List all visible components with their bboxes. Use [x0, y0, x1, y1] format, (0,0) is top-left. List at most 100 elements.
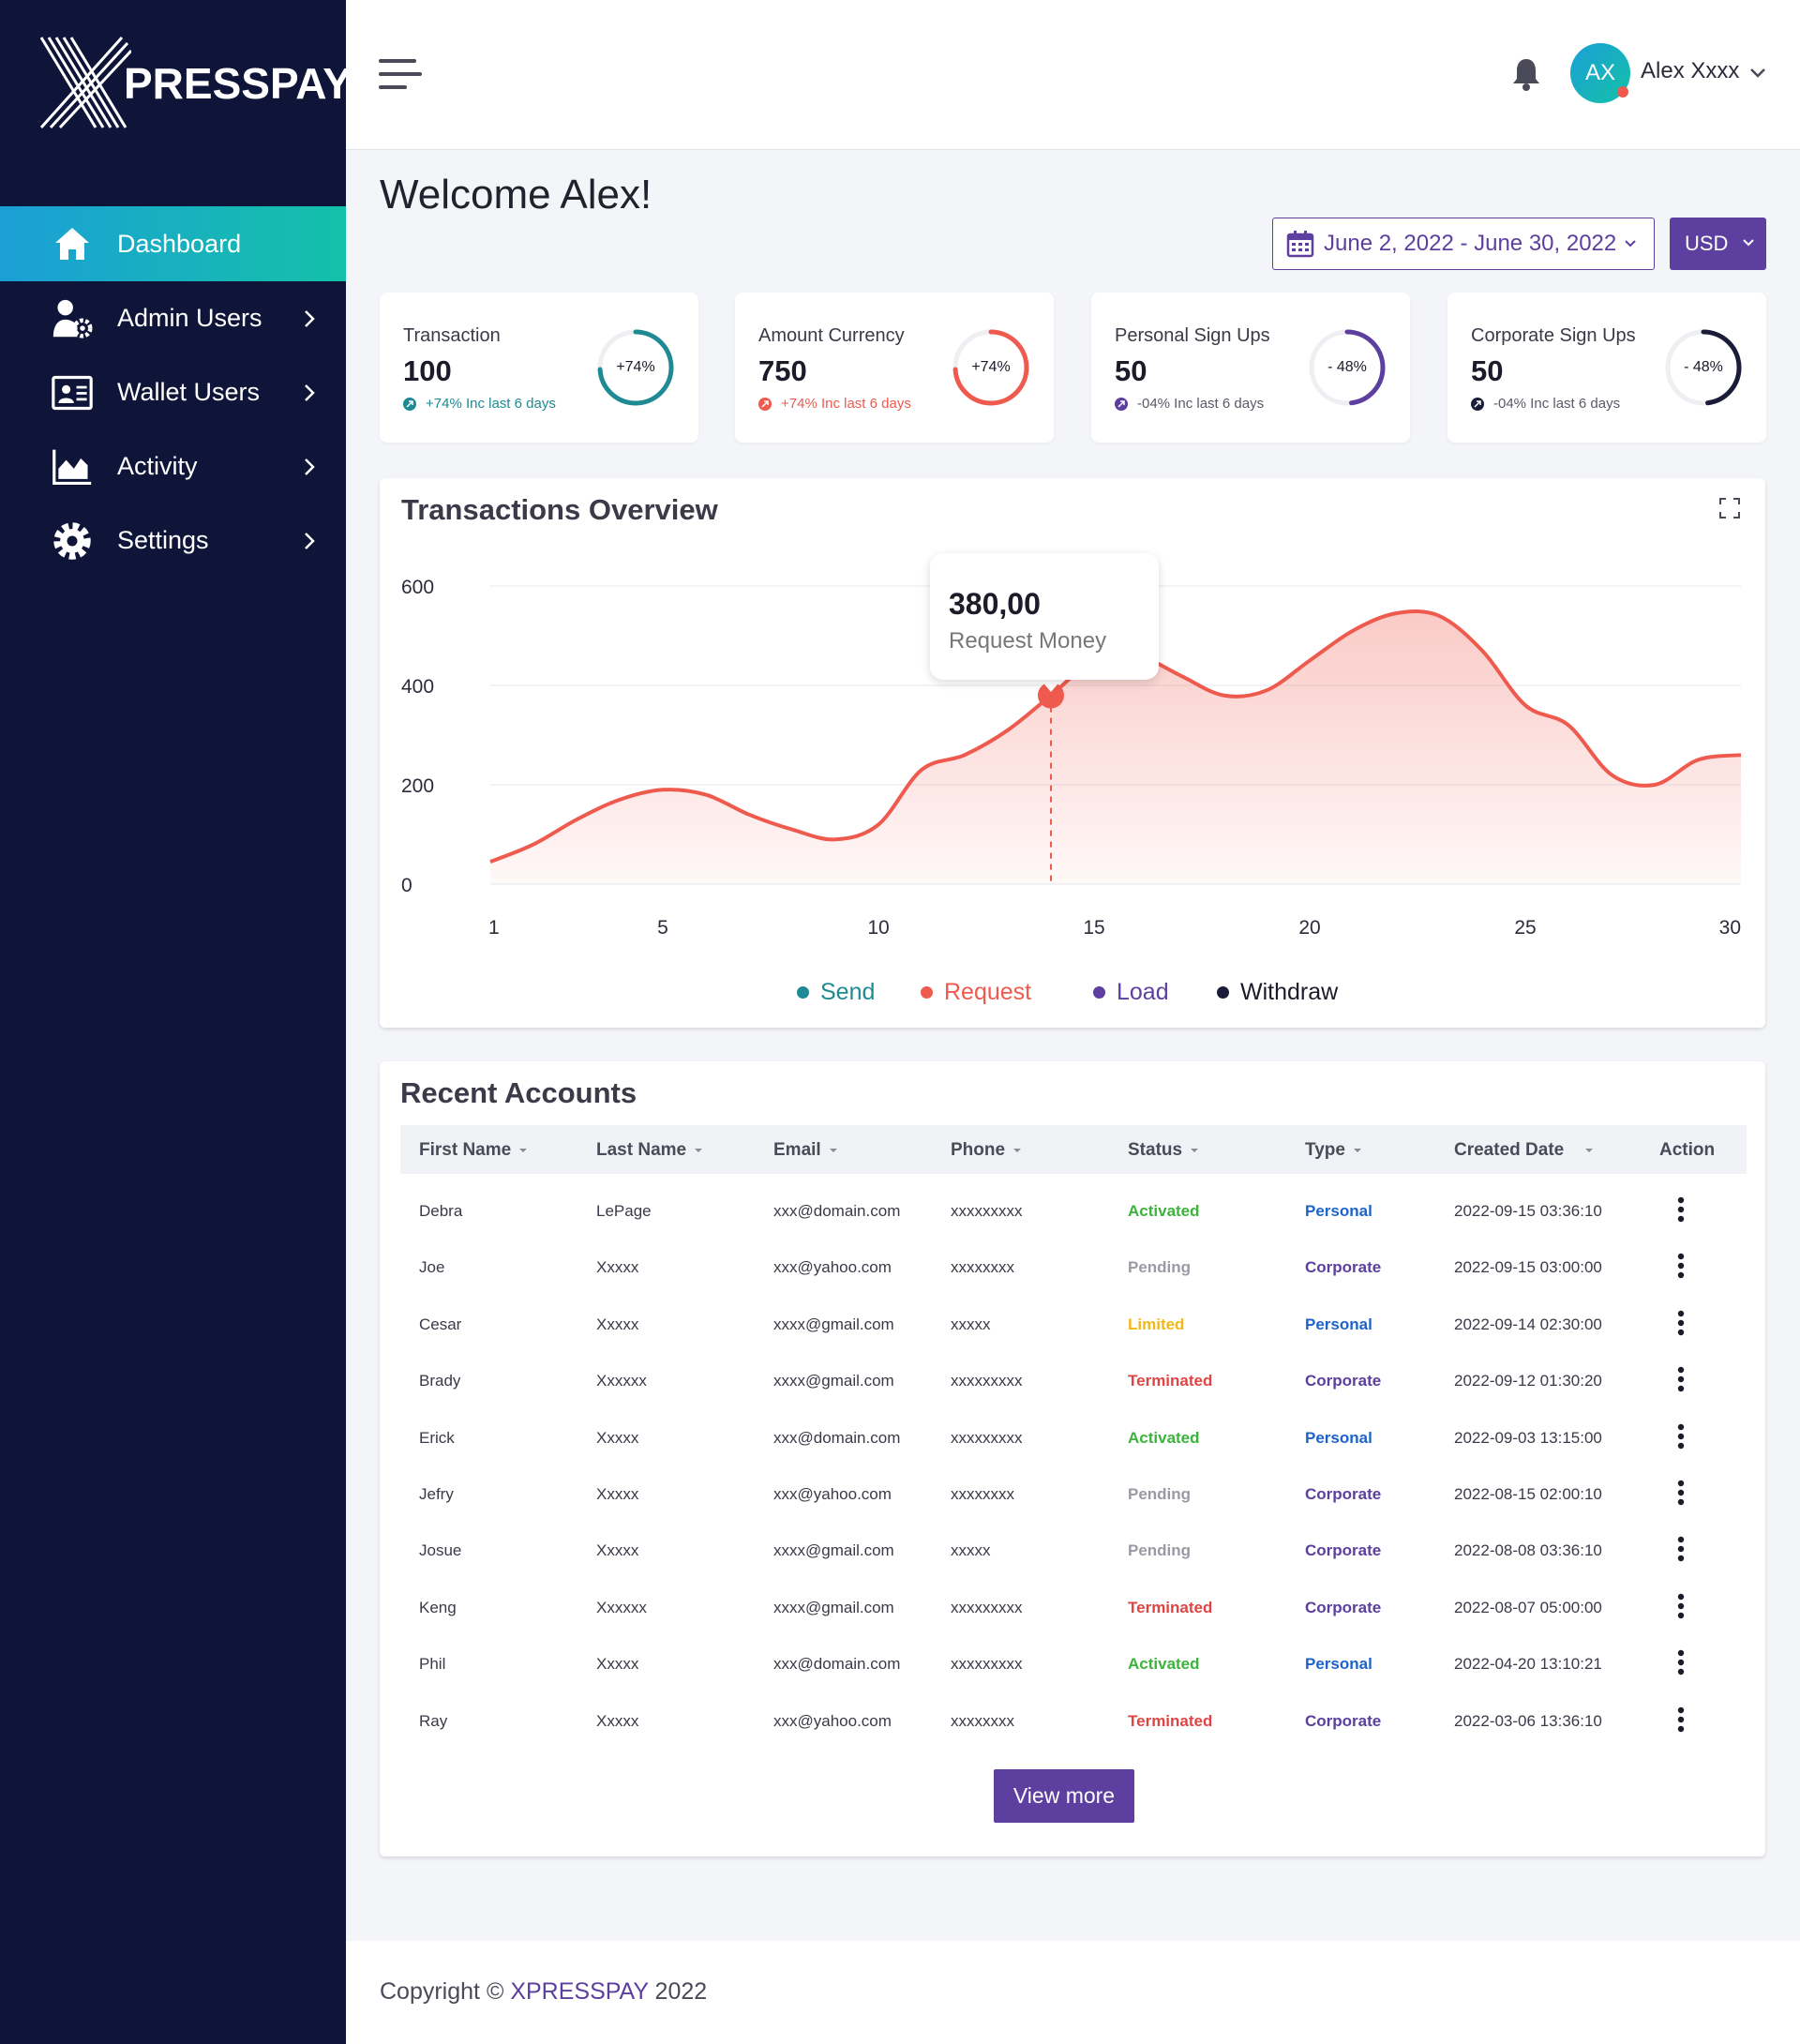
table-row[interactable]: Erick Xxxxx xxx@domain.com xxxxxxxxx Activat… [400, 1410, 1747, 1466]
row-actions-kebab-icon[interactable] [1677, 1196, 1685, 1223]
user-name[interactable]: Alex Xxxx [1641, 58, 1740, 83]
table-row[interactable]: Jefry Xxxxx xxx@yahoo.com xxxxxxxx Pending Co… [400, 1466, 1747, 1523]
column-header[interactable]: Type [1305, 1140, 1362, 1161]
cell-email: xxx@domain.com [773, 1655, 901, 1674]
row-actions-kebab-icon[interactable] [1677, 1649, 1685, 1676]
tooltip-pointer [1040, 679, 1062, 692]
table-row[interactable]: Josue Xxxxx xxxx@gmail.com xxxxx Pending Corp… [400, 1523, 1747, 1579]
table-row[interactable]: Cesar Xxxxx xxxx@gmail.com xxxxx Limited Pers… [400, 1297, 1747, 1353]
cell-phone: xxxxxxxxx [951, 1655, 1023, 1674]
user-avatar[interactable]: AX [1570, 43, 1630, 103]
column-header[interactable]: Email [773, 1140, 838, 1161]
row-actions-kebab-icon[interactable] [1677, 1536, 1685, 1562]
cell-first: Ray [419, 1711, 448, 1730]
sidebar-item-settings[interactable]: Settings [0, 503, 346, 578]
row-actions-kebab-icon[interactable] [1677, 1706, 1685, 1733]
column-header[interactable]: Status [1128, 1140, 1199, 1161]
y-tick-label: 600 [401, 577, 434, 598]
kpi-ring-text: +74% [616, 359, 655, 375]
table-row[interactable]: Brady Xxxxxx xxxx@gmail.com xxxxxxxxx Termin… [400, 1353, 1747, 1409]
table-row[interactable]: Debra LePage xxx@domain.com xxxxxxxxx Activa… [400, 1183, 1747, 1240]
cell-email: xxx@yahoo.com [773, 1711, 892, 1730]
x-tick-label: 25 [1514, 917, 1536, 939]
table-row[interactable]: Keng Xxxxxx xxxx@gmail.com xxxxxxxxx Termina… [400, 1580, 1747, 1636]
currency-select[interactable]: USD [1670, 218, 1766, 270]
kpi-progress-ring [952, 329, 1029, 406]
sort-caret-icon [1013, 1149, 1022, 1152]
sidebar-item-admin-users[interactable]: Admin Users [0, 281, 346, 355]
kpi-value: 100 [403, 354, 452, 387]
kpi-delta-text: +74% Inc last 6 days [426, 396, 556, 412]
row-actions-kebab-icon[interactable] [1677, 1366, 1685, 1392]
kpi-delta: -04% Inc last 6 days [1471, 396, 1620, 412]
column-header-label: Email [773, 1140, 821, 1160]
chevron-right-icon [305, 383, 315, 401]
sidebar-item-wallet-users[interactable]: Wallet Users [0, 355, 346, 429]
cell-created: 2022-09-14 02:30:00 [1454, 1315, 1602, 1333]
cell-email: xxxx@gmail.com [773, 1598, 894, 1616]
x-tick-label: 30 [1719, 917, 1741, 939]
x-tick-label: 1 [488, 917, 500, 939]
kpi-card: Corporate Sign Ups 50 -04% Inc last 6 days… [1448, 293, 1766, 443]
cell-type: Corporate [1305, 1485, 1382, 1503]
cell-created: 2022-08-07 05:00:00 [1454, 1598, 1602, 1616]
table-row[interactable]: Phil Xxxxx xxx@domain.com xxxxxxxxx Activate… [400, 1636, 1747, 1692]
column-header[interactable]: Created Date [1454, 1140, 1594, 1161]
brand-logo[interactable]: PRESSPAY [38, 34, 352, 137]
column-header[interactable]: Last Name [596, 1140, 703, 1161]
table-row[interactable]: Ray Xxxxx xxx@yahoo.com xxxxxxxx Terminated C… [400, 1693, 1747, 1750]
row-actions-kebab-icon[interactable] [1677, 1253, 1685, 1279]
cell-last: Xxxxx [596, 1428, 639, 1447]
table-row[interactable]: Joe Xxxxx xxx@yahoo.com xxxxxxxx Pending Corp… [400, 1240, 1747, 1296]
cell-created: 2022-03-06 13:36:10 [1454, 1711, 1602, 1730]
highlight-point[interactable] [1038, 682, 1064, 709]
top-bar: AX Alex Xxxx [346, 0, 1800, 150]
legend-item[interactable]: Request [921, 979, 1031, 1006]
cell-status: Terminated [1128, 1598, 1213, 1616]
cell-phone: xxxxxxxx [951, 1485, 1014, 1503]
sidebar: PRESSPAY Dashboard Admin Users [0, 0, 352, 2044]
cell-type: Corporate [1305, 1372, 1382, 1390]
menu-toggle-icon[interactable] [379, 58, 424, 90]
kpi-label: Corporate Sign Ups [1471, 325, 1636, 346]
column-header-label: Phone [951, 1140, 1006, 1160]
row-actions-kebab-icon[interactable] [1677, 1310, 1685, 1336]
wallet-users-icon [52, 372, 93, 413]
row-actions-kebab-icon[interactable] [1677, 1423, 1685, 1450]
sidebar-item-label: Admin Users [117, 304, 262, 332]
column-header-label: Created Date [1454, 1140, 1565, 1160]
x-tick-label: 10 [867, 917, 889, 939]
cell-email: xxx@yahoo.com [773, 1258, 892, 1277]
chevron-down-icon[interactable] [1749, 68, 1766, 79]
column-header[interactable]: Phone [951, 1140, 1022, 1161]
cell-email: xxx@domain.com [773, 1428, 901, 1447]
cell-created: 2022-09-15 03:36:10 [1454, 1202, 1602, 1220]
cell-phone: xxxxxxxxx [951, 1202, 1023, 1220]
row-actions-kebab-icon[interactable] [1677, 1593, 1685, 1619]
y-tick-label: 0 [401, 875, 412, 896]
copyright-suffix: 2022 [648, 1978, 708, 2005]
expand-icon[interactable] [1718, 497, 1741, 519]
notification-bell-icon[interactable] [1511, 56, 1541, 92]
legend-item[interactable]: Withdraw [1217, 979, 1338, 1006]
date-range-picker[interactable]: June 2, 2022 - June 30, 2022 [1272, 218, 1655, 270]
sort-caret-icon [829, 1149, 837, 1152]
legend-label: Withdraw [1240, 979, 1339, 1005]
sidebar-item-dashboard[interactable]: Dashboard [0, 206, 346, 281]
cell-type: Corporate [1305, 1258, 1382, 1277]
column-header[interactable]: First Name [419, 1140, 528, 1161]
y-tick-label: 400 [401, 676, 434, 698]
view-more-button[interactable]: View more [994, 1769, 1134, 1823]
legend-item[interactable]: Load [1093, 979, 1169, 1006]
trend-icon [1115, 397, 1128, 411]
row-actions-kebab-icon[interactable] [1677, 1480, 1685, 1506]
sidebar-item-activity[interactable]: Activity [0, 429, 346, 503]
cell-type: Personal [1305, 1202, 1372, 1220]
chevron-down-icon [1625, 240, 1636, 248]
user-initials: AX [1584, 60, 1615, 85]
sort-caret-icon [695, 1149, 703, 1152]
legend-swatch [1217, 986, 1229, 999]
copyright-brand[interactable]: XPRESSPAY [510, 1978, 649, 2005]
legend-item[interactable]: Send [797, 979, 875, 1006]
column-header-label: First Name [419, 1140, 512, 1160]
